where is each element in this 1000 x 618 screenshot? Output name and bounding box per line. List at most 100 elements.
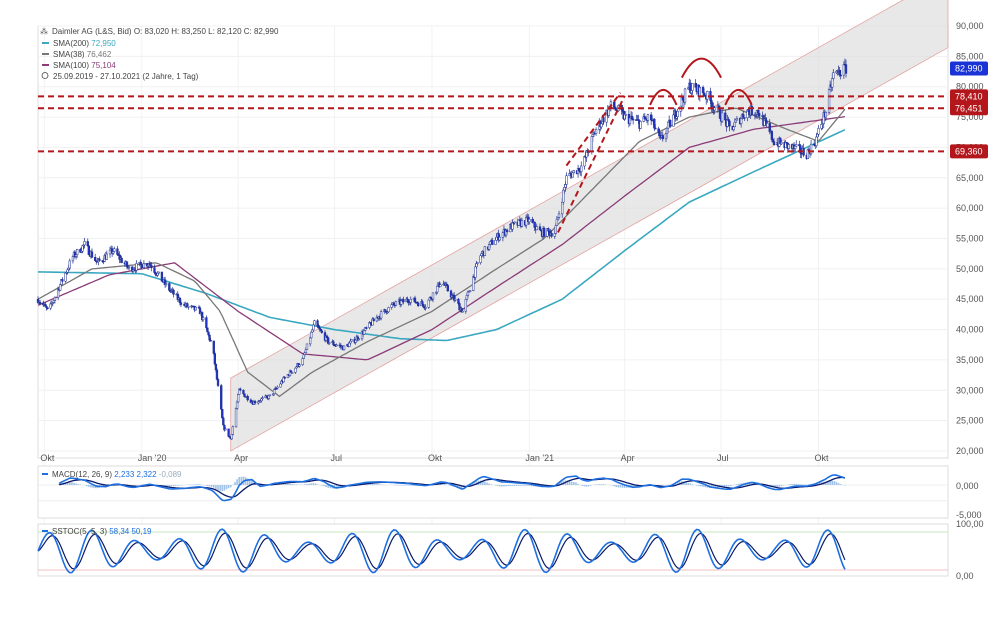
price-axis: 90,00085,00080,00075,00070,00065,00060,0… [956, 21, 984, 456]
candle-body [713, 107, 716, 111]
macd-hist-bar [414, 485, 416, 486]
macd-hist-bar [327, 485, 329, 488]
macd-hist-bar [174, 485, 177, 486]
macd-hist-bar [585, 485, 588, 487]
macd-hist-bar [314, 483, 317, 485]
candle-body [357, 338, 361, 341]
candle-body [261, 397, 264, 399]
macd-hist-bar [738, 483, 740, 485]
candle-body [501, 232, 505, 238]
macd-hist-bar [378, 484, 380, 485]
macd-hist-bar [306, 484, 308, 485]
macd-hist-bar [528, 485, 531, 486]
macd-hist-bar [835, 482, 838, 485]
macd-hist-bar [560, 481, 562, 485]
macd-hist-bar [566, 480, 569, 485]
macd-hist-bar [208, 485, 211, 487]
macd-hist-bar [285, 483, 287, 485]
sstoc-tick-0: 100,00 [956, 519, 984, 529]
candle-body [74, 254, 78, 257]
macd-hist-bar [617, 485, 620, 488]
candle-body [268, 394, 272, 397]
macd-hist-bar [295, 484, 298, 485]
y-tick-label: 55,000 [956, 234, 984, 244]
candle-body [474, 266, 477, 278]
candle-body [400, 300, 403, 305]
macd-hist-bar [77, 484, 80, 485]
legend-swatch-sma38 [42, 53, 49, 55]
shoulder-right-arc [724, 88, 753, 106]
candle-body [81, 245, 84, 252]
candle-body [328, 342, 331, 344]
macd-hist-bar [329, 485, 332, 489]
candles [36, 58, 848, 440]
macd-hist-bar [600, 484, 603, 485]
price-tags: 78,410 76,451 69,360 82,990 [950, 61, 988, 159]
macd-hist-bar [164, 485, 166, 487]
candle-body [301, 358, 304, 365]
candle-body [591, 134, 595, 137]
macd-hist-bar [729, 485, 732, 487]
candle-body [125, 261, 129, 268]
macd-hist-bar [511, 485, 514, 486]
candle-body [178, 297, 182, 303]
candle-body [150, 264, 153, 268]
macd-hist-bar [513, 485, 516, 486]
candle-body [771, 139, 775, 142]
candle-body [113, 248, 116, 252]
candle-body [216, 379, 220, 386]
macd-hist-bar [825, 481, 827, 485]
candle-body [457, 298, 460, 304]
candle-body [594, 129, 598, 134]
candle-body [365, 327, 368, 329]
candle-body [52, 300, 56, 303]
candle-body [424, 307, 427, 309]
candle-body [220, 385, 223, 410]
candle-body [179, 302, 183, 305]
macd-hist-bar [323, 485, 325, 487]
macd-hist-bar [808, 484, 810, 485]
macd-hist-bar [687, 482, 690, 485]
candle-body [86, 241, 89, 247]
macd-hist-bar [704, 485, 706, 488]
macd-hist-bar [465, 485, 467, 486]
macd-hist-bar [475, 481, 478, 485]
macd-hist-bar [619, 485, 622, 488]
candle-body [520, 220, 524, 227]
candle-body [562, 189, 565, 203]
macd-hist-bar [793, 483, 795, 485]
candle-body [740, 118, 743, 124]
macd-hist-bar [223, 485, 226, 491]
macd-hist-bar [589, 485, 592, 486]
candle-body [230, 434, 233, 440]
macd-hist-bar [196, 484, 198, 485]
macd-hist-bar [88, 485, 90, 487]
candle-body [108, 249, 112, 255]
candle-body [157, 271, 160, 274]
candle-body [363, 330, 366, 335]
candle-body [557, 213, 561, 218]
legend: ⁂ Daimler AG (L&S, Bid) O: 83,020 H: 83,… [40, 27, 279, 81]
macd-hist-bar [725, 485, 728, 487]
candle-body [153, 267, 156, 273]
y-tick-label: 30,000 [956, 385, 984, 395]
candle-body [209, 339, 212, 342]
candle-body [260, 398, 263, 402]
macd-hist-bar [568, 481, 571, 485]
macd-tick-1: -5,000 [956, 510, 982, 520]
candle-body [480, 253, 483, 256]
candle-body [691, 83, 694, 91]
macd-hist-bar [570, 481, 573, 485]
macd-hist-bar [412, 485, 414, 486]
candle-body [664, 133, 668, 140]
macd-hist-bar [797, 484, 800, 485]
candle-body [222, 417, 225, 426]
macd-hist-bar [168, 485, 171, 487]
candle-body [583, 156, 586, 167]
macd-hist-bar [227, 485, 230, 489]
legend-swatch-sma200 [42, 42, 49, 44]
candle-body [556, 217, 560, 220]
candle-body [772, 141, 776, 145]
macd-hist-bar [215, 485, 217, 489]
candle-body [525, 216, 528, 226]
